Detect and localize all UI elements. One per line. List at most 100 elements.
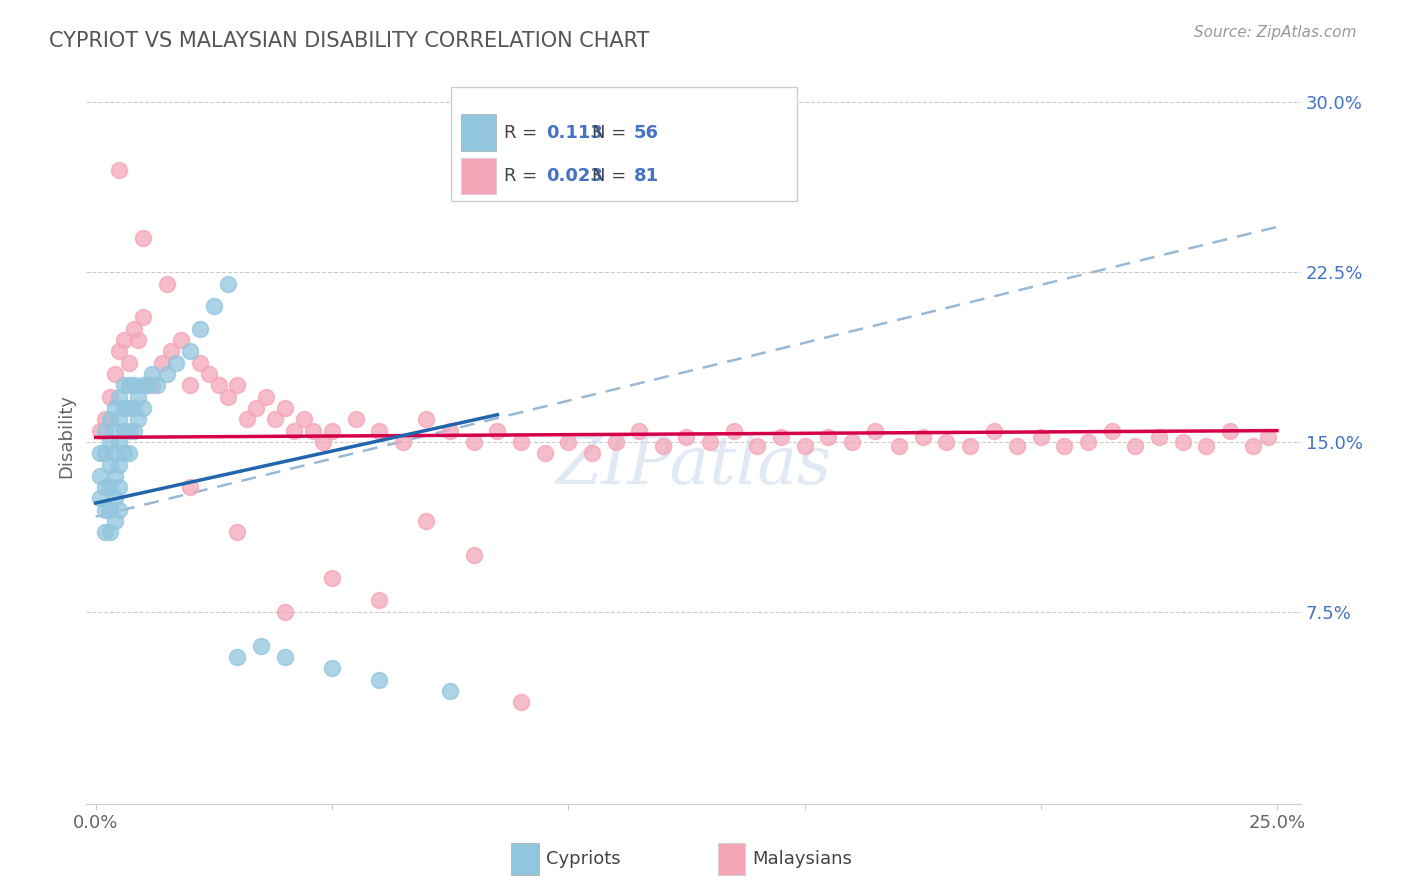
Point [141, 378, 163, 392]
Point [439, 424, 461, 438]
Point [89, 446, 111, 460]
Point [146, 378, 169, 392]
Point [118, 401, 141, 415]
Point [793, 439, 815, 453]
Point [283, 424, 305, 438]
Point [156, 367, 179, 381]
Point [344, 412, 367, 426]
Point [245, 401, 267, 415]
Point [104, 424, 127, 438]
Point [132, 231, 155, 245]
Point [132, 401, 155, 415]
Point [108, 480, 131, 494]
Point [179, 378, 201, 392]
Text: Malaysians: Malaysians [752, 849, 852, 868]
Point [156, 277, 179, 291]
Point [321, 661, 343, 675]
Point [104, 491, 127, 506]
Point [108, 390, 131, 404]
Point [699, 434, 721, 449]
Text: R =: R = [505, 123, 543, 142]
Point [112, 401, 135, 415]
Point [112, 424, 135, 438]
Text: 56: 56 [634, 123, 659, 142]
Point [628, 424, 651, 438]
Point [98, 434, 121, 449]
Point [1219, 424, 1241, 438]
Point [723, 424, 745, 438]
Point [311, 434, 333, 449]
Text: 0.113: 0.113 [546, 123, 603, 142]
Point [1241, 439, 1264, 453]
Point [581, 446, 603, 460]
Point [108, 503, 131, 517]
Point [217, 277, 239, 291]
Point [94, 525, 117, 540]
Point [112, 378, 135, 392]
Point [264, 412, 287, 426]
Point [1147, 430, 1170, 444]
Point [94, 424, 117, 438]
Point [122, 322, 145, 336]
Point [94, 412, 117, 426]
Point [122, 378, 145, 392]
Point [226, 525, 249, 540]
Point [188, 322, 211, 336]
Point [198, 367, 221, 381]
Point [817, 430, 839, 444]
Point [392, 434, 415, 449]
Point [179, 480, 201, 494]
Point [911, 430, 934, 444]
Point [98, 412, 121, 426]
Point [274, 649, 297, 664]
Point [557, 434, 579, 449]
Point [769, 430, 792, 444]
Point [1005, 439, 1028, 453]
Point [98, 480, 121, 494]
Point [98, 503, 121, 517]
Point [118, 378, 141, 392]
Point [179, 344, 201, 359]
Point [160, 344, 183, 359]
Point [439, 683, 461, 698]
Point [150, 356, 173, 370]
Point [236, 412, 259, 426]
Point [368, 673, 391, 687]
Text: N =: N = [592, 123, 633, 142]
Point [935, 434, 957, 449]
Point [112, 446, 135, 460]
Point [108, 412, 131, 426]
Point [104, 446, 127, 460]
Text: Cypriots: Cypriots [546, 849, 620, 868]
Point [1077, 434, 1099, 449]
Point [104, 468, 127, 483]
Point [127, 390, 149, 404]
Point [136, 378, 159, 392]
Point [89, 468, 111, 483]
Point [122, 401, 145, 415]
Point [1257, 430, 1279, 444]
Text: Source: ZipAtlas.com: Source: ZipAtlas.com [1194, 25, 1357, 40]
Point [132, 310, 155, 325]
Text: CYPRIOT VS MALAYSIAN DISABILITY CORRELATION CHART: CYPRIOT VS MALAYSIAN DISABILITY CORRELAT… [49, 31, 650, 51]
Point [94, 503, 117, 517]
Point [1053, 439, 1076, 453]
Point [463, 548, 485, 562]
Point [1101, 424, 1123, 438]
Point [226, 649, 249, 664]
Text: 81: 81 [634, 167, 659, 185]
Point [510, 434, 533, 449]
Point [132, 378, 155, 392]
Point [747, 439, 769, 453]
Point [108, 163, 131, 178]
Point [226, 378, 249, 392]
Point [188, 356, 211, 370]
Point [127, 333, 149, 347]
Point [292, 412, 315, 426]
Point [368, 593, 391, 607]
Point [118, 356, 141, 370]
Point [841, 434, 863, 449]
Point [605, 434, 627, 449]
Point [89, 491, 111, 506]
Point [651, 439, 673, 453]
